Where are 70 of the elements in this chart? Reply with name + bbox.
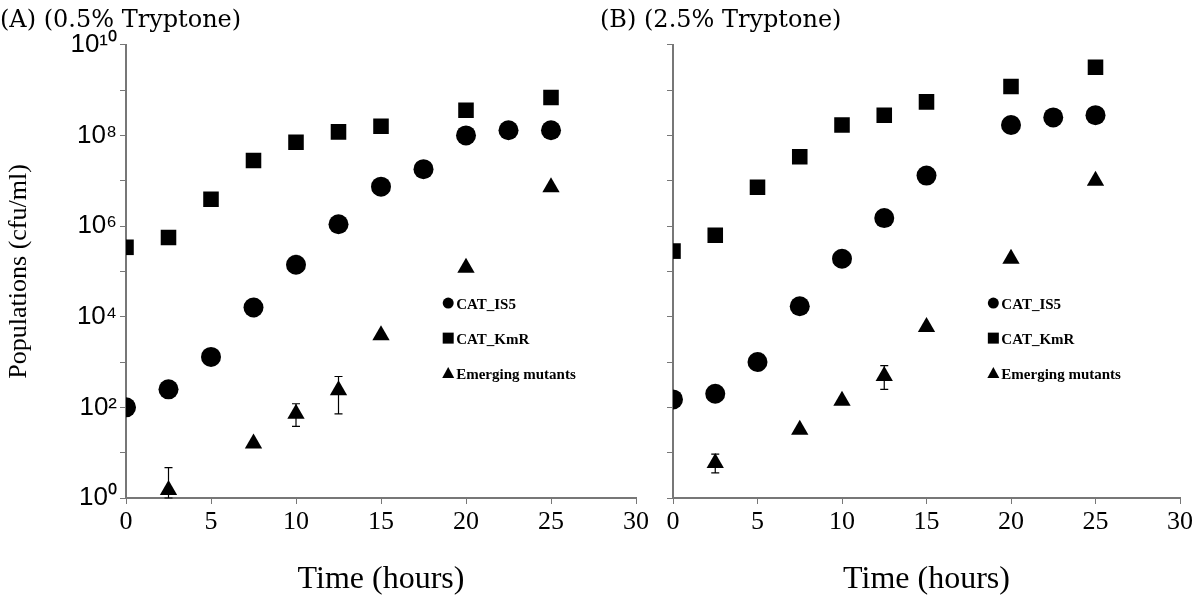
point bbox=[372, 325, 390, 341]
point bbox=[458, 102, 474, 119]
point bbox=[834, 117, 850, 133]
legend-label: Emerging mutants bbox=[1001, 366, 1122, 382]
x-tick-label: 20 bbox=[453, 506, 479, 536]
x-axis-title: Time (hours) bbox=[297, 559, 465, 596]
point bbox=[789, 296, 810, 317]
point bbox=[373, 118, 389, 134]
x-tick-label: 15 bbox=[368, 506, 394, 536]
y-tick-label: 10⁶ bbox=[77, 209, 117, 240]
x-tick-label: 5 bbox=[751, 506, 764, 536]
point bbox=[203, 191, 219, 208]
point bbox=[918, 94, 935, 110]
point bbox=[288, 134, 304, 150]
x-tick-label: 10 bbox=[283, 506, 309, 536]
point bbox=[1043, 107, 1064, 128]
point bbox=[330, 124, 347, 140]
point bbox=[328, 214, 349, 235]
point bbox=[456, 125, 476, 146]
point bbox=[243, 297, 264, 318]
y-axis-title: Populations (cfu/ml) bbox=[3, 164, 33, 379]
x-tick-label: 5 bbox=[204, 506, 218, 536]
point bbox=[749, 179, 766, 195]
point bbox=[916, 165, 937, 186]
point bbox=[158, 379, 179, 400]
point bbox=[791, 419, 809, 435]
point bbox=[543, 89, 559, 106]
point bbox=[498, 120, 519, 141]
x-axis-title: Time (hours) bbox=[843, 559, 1010, 596]
point bbox=[245, 152, 262, 169]
point bbox=[201, 346, 221, 367]
x-tick-label: 0 bbox=[119, 506, 133, 536]
legend-label: CAT_IS5 bbox=[456, 296, 516, 312]
chart-title: (B) (2.5% Tryptone) bbox=[600, 4, 842, 33]
y-tick-label: 10⁸ bbox=[77, 118, 117, 149]
point bbox=[791, 148, 808, 165]
x-tick-label: 0 bbox=[666, 506, 680, 536]
point bbox=[1087, 59, 1104, 76]
point bbox=[541, 120, 561, 141]
x-tick-label: 20 bbox=[998, 506, 1024, 536]
point bbox=[917, 317, 936, 333]
x-tick-label: 15 bbox=[913, 506, 940, 536]
x-tick-label: 25 bbox=[1082, 506, 1109, 536]
legend-label: CAT_IS5 bbox=[1001, 296, 1062, 312]
point bbox=[286, 254, 306, 275]
x-tick-label: 30 bbox=[1167, 506, 1193, 536]
y-tick-label: 10⁴ bbox=[76, 299, 117, 330]
point bbox=[1001, 115, 1021, 135]
point bbox=[705, 383, 726, 404]
y-tick-label: 10⁰ bbox=[79, 481, 117, 512]
point bbox=[244, 433, 263, 449]
point bbox=[371, 176, 391, 197]
point bbox=[1085, 105, 1106, 126]
point bbox=[1003, 78, 1019, 95]
point bbox=[832, 248, 852, 269]
y-tick-label: 10¹⁰ bbox=[70, 27, 117, 58]
point bbox=[874, 208, 895, 229]
point bbox=[747, 352, 768, 373]
legend-label: Emerging mutants bbox=[456, 366, 576, 382]
point bbox=[413, 159, 434, 180]
point bbox=[707, 227, 724, 243]
point bbox=[833, 390, 851, 406]
point bbox=[160, 229, 177, 246]
legend-label: CAT_KmR bbox=[1001, 331, 1075, 347]
y-tick-label: 10² bbox=[79, 390, 118, 421]
point bbox=[876, 107, 893, 123]
legend-label: CAT_KmR bbox=[456, 331, 530, 347]
x-tick-label: 10 bbox=[829, 506, 855, 536]
x-tick-label: 30 bbox=[623, 506, 649, 536]
x-tick-label: 25 bbox=[538, 506, 564, 536]
